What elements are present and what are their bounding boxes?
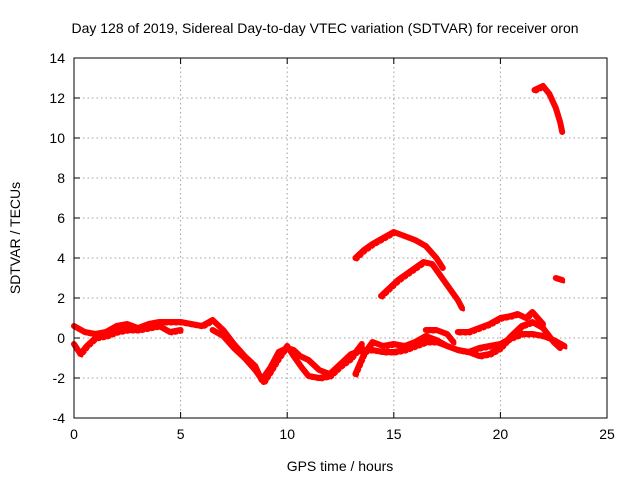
series-track-i-texture: [534, 86, 566, 136]
tick-layer: 0 5 10 15 20 25 -4 -2 0 2 4 6 8 10 12 14: [49, 50, 615, 442]
series-track-h: [378, 259, 465, 311]
grid-layer: [74, 58, 607, 418]
series-track-b-texture: [74, 326, 184, 358]
x-tick-label: 20: [493, 426, 509, 442]
x-tick-label: 15: [386, 426, 402, 442]
y-tick-label: 0: [57, 330, 65, 346]
series-layer: [71, 83, 568, 386]
y-tick-label: 14: [49, 50, 65, 66]
y-tick-label: 8: [57, 170, 65, 186]
y-tick-label: -2: [53, 370, 66, 386]
y-tick-label: 2: [57, 290, 65, 306]
y-tick-label: 10: [49, 130, 65, 146]
plot-frame: [73, 57, 608, 419]
y-tick-label: 4: [57, 250, 65, 266]
x-axis-title: GPS time / hours: [287, 458, 394, 474]
series-track-d-texture: [355, 334, 568, 378]
series-track-g-texture: [355, 232, 446, 272]
series-track-e-texture: [425, 330, 457, 346]
y-tick-label: 12: [49, 90, 65, 106]
x-tick-label: 5: [177, 426, 185, 442]
y-tick-label: 6: [57, 210, 65, 226]
chart-title: Day 128 of 2019, Sidereal Day-to-day VTE…: [71, 20, 578, 36]
y-tick-label: -4: [53, 410, 66, 426]
y-axis-title: SDTVAR / TECUs: [7, 182, 23, 294]
x-tick-label: 10: [279, 426, 295, 442]
series-track-j-texture: [555, 278, 566, 284]
series-track-f: [454, 309, 546, 335]
series-track-f-texture: [457, 312, 546, 336]
series-track-h-texture: [381, 262, 465, 312]
x-tick-label: 25: [599, 426, 615, 442]
x-tick-label: 0: [70, 426, 78, 442]
series-track-c-texture: [212, 330, 365, 386]
